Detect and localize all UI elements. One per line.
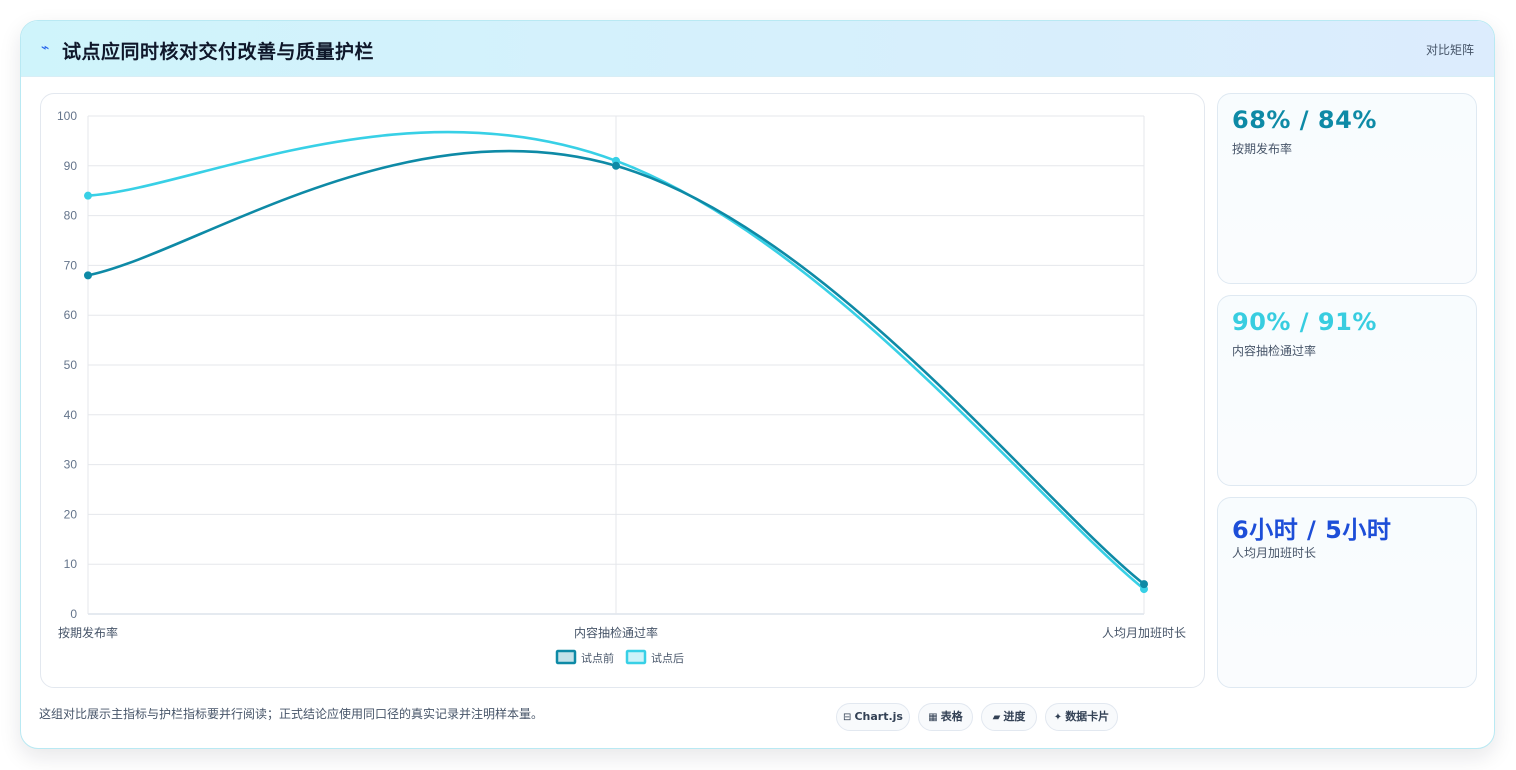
card-icon: ✦ bbox=[1053, 712, 1063, 723]
y-tick-label: 20 bbox=[64, 507, 78, 521]
series-line bbox=[87, 130, 1145, 591]
y-tick-label: 40 bbox=[64, 408, 78, 422]
pill-label: Chart.js bbox=[854, 710, 903, 723]
metric-value: 6小时 / 5小时 bbox=[1232, 516, 1392, 544]
panel-header: ⌁ 试点应同时核对交付改善与质量护栏 对比矩阵 bbox=[21, 21, 1494, 77]
table-icon: ▦ bbox=[928, 712, 938, 723]
line-chart: 0 10 20 30 40 50 60 70 80 90 100 按期发布率 内容抽检通过率 人均月加班时… bbox=[57, 109, 1186, 665]
pill-progress[interactable]: ▰ 进度 bbox=[981, 703, 1037, 731]
y-tick-label: 50 bbox=[64, 358, 78, 372]
chart-card: 0 10 20 30 40 50 60 70 80 90 100 按期发布率 内容抽检通过率 人均月加班时… bbox=[40, 93, 1205, 688]
pill-label: 数据卡片 bbox=[1065, 710, 1110, 723]
metric-label: 按期发布率 bbox=[1232, 142, 1293, 156]
data-point bbox=[84, 191, 92, 200]
y-tick-label: 60 bbox=[64, 308, 78, 322]
pill-data-card[interactable]: ✦ 数据卡片 bbox=[1045, 703, 1118, 731]
comparison-panel: ⌁ 试点应同时核对交付改善与质量护栏 对比矩阵 0 10 20 30 40 50 60 70 8… bbox=[20, 20, 1495, 749]
x-tick-label: 人均月加班时长 bbox=[1102, 626, 1186, 640]
legend-label: 试点后 bbox=[651, 652, 684, 665]
panel-tag: 对比矩阵 bbox=[1425, 43, 1474, 57]
data-point bbox=[1140, 580, 1148, 589]
legend-swatch bbox=[555, 649, 577, 665]
legend-swatch bbox=[625, 649, 647, 665]
metric-label: 内容抽检通过率 bbox=[1232, 344, 1317, 358]
y-tick-label: 30 bbox=[64, 458, 78, 472]
pill-label: 进度 bbox=[1003, 710, 1026, 723]
x-tick-label: 按期发布率 bbox=[58, 625, 118, 640]
metric-value: 90% / 91% bbox=[1232, 308, 1377, 336]
pill-label: 表格 bbox=[940, 710, 963, 723]
panel-title: 试点应同时核对交付改善与质量护栏 bbox=[62, 41, 375, 63]
data-point bbox=[84, 271, 92, 280]
metric-card-inspection: 90% / 91% 内容抽检通过率 bbox=[1217, 295, 1477, 486]
metric-value: 68% / 84% bbox=[1232, 106, 1377, 134]
chart-icon: ⊟ bbox=[843, 712, 852, 723]
pill-table[interactable]: ▦ 表格 bbox=[918, 703, 973, 731]
footnote: 这组对比展示主指标与护栏指标要并行阅读；正式结论应使用同口径的真实记录并注明样本… bbox=[39, 707, 544, 721]
legend-label: 试点前 bbox=[581, 651, 614, 665]
y-tick-label: 80 bbox=[64, 209, 78, 223]
progress-icon: ▰ bbox=[992, 712, 1001, 723]
y-tick-label: 10 bbox=[64, 557, 78, 571]
lightning-icon: ⌁ bbox=[41, 40, 50, 56]
metric-label: 人均月加班时长 bbox=[1232, 546, 1317, 560]
metric-card-overtime: 6小时 / 5小时 人均月加班时长 bbox=[1217, 497, 1477, 688]
y-tick-label: 90 bbox=[64, 159, 78, 173]
x-tick-label: 内容抽检通过率 bbox=[574, 625, 658, 640]
metric-card-release: 68% / 84% 按期发布率 bbox=[1217, 93, 1477, 284]
pill-chartjs[interactable]: ⊟ Chart.js bbox=[836, 703, 910, 731]
y-tick-label: 0 bbox=[70, 607, 77, 621]
y-tick-label: 70 bbox=[64, 258, 78, 272]
data-point bbox=[612, 161, 620, 170]
y-tick-label: 100 bbox=[57, 109, 77, 123]
